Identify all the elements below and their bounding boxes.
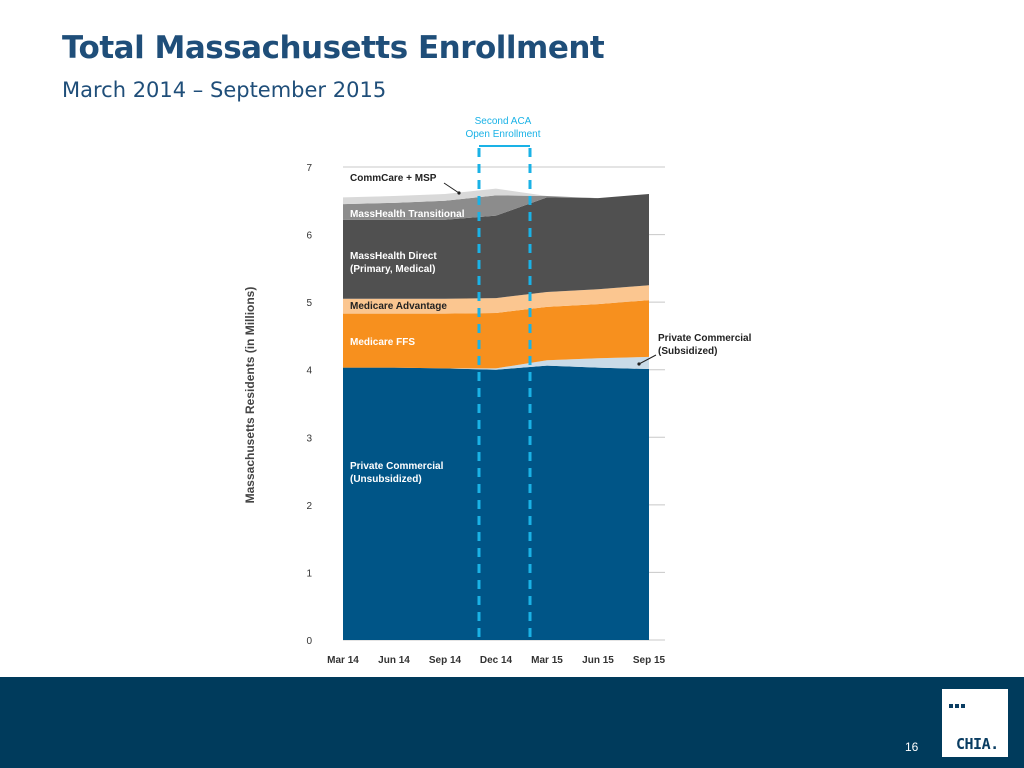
commcare-leader-dot [457,191,461,195]
y-tick-label: 6 [306,231,312,242]
x-tick-label: Sep 14 [429,655,462,666]
series-label: Medicare Advantage [350,301,447,312]
series-label: Medicare FFS [350,337,415,348]
commcare-leader-line [443,182,460,194]
footer-bar [0,677,1024,768]
y-tick-label: 5 [306,298,312,309]
y-tick-label: 4 [306,366,312,377]
y-tick-label: 0 [306,636,312,647]
area-series-1 [343,356,649,370]
enrollment-window-label: Open Enrollment [465,129,540,140]
page-subtitle: March 2014 – September 2015 [62,78,387,102]
page-title: Total Massachusetts Enrollment [62,30,605,66]
series-label: (Subsidized) [658,346,717,357]
area-series-2 [343,300,649,369]
series-label: MassHealth Transitional [350,209,465,220]
y-tick-label: 7 [306,163,312,174]
chia-logo: CHIA. [942,689,1008,757]
page-number: 16 [905,740,919,754]
subsidized-leader-dot [637,362,641,366]
x-tick-label: Jun 14 [378,655,410,666]
y-tick-label: 3 [306,433,312,444]
area-series-3 [343,285,649,314]
series-label: Private Commercial [658,333,752,344]
area-series-4 [343,194,649,299]
series-label: CommCare + MSP [350,173,437,184]
logo-dots-icon [949,695,967,713]
area-series-5 [343,194,649,220]
enrollment-window-label: Second ACA [475,116,532,127]
x-tick-label: Mar 15 [531,655,563,666]
x-tick-label: Jun 15 [582,655,614,666]
x-tick-label: Dec 14 [480,655,513,666]
x-tick-label: Mar 14 [327,655,359,666]
series-label: (Unsubsidized) [350,474,422,485]
subsidized-leader-line [638,354,657,365]
x-tick-label: Sep 15 [633,655,666,666]
enrollment-area-chart: 0 1 2 3 4 5 6 7 Mar 14 Jun 14 Sep 14 Dec 14 Mar 15 Ju… [243,116,752,666]
series-label: Private Commercial [350,461,444,472]
area-series-6 [343,188,649,205]
y-tick-label: 2 [306,501,312,512]
y-tick-label: 1 [306,568,312,579]
logo-text: CHIA. [956,735,999,753]
y-axis-title: Massachusetts Residents (in Millions) [243,287,257,504]
series-label: (Primary, Medical) [350,264,435,275]
series-label: MassHealth Direct [350,251,437,262]
area-series-0 [343,365,649,640]
